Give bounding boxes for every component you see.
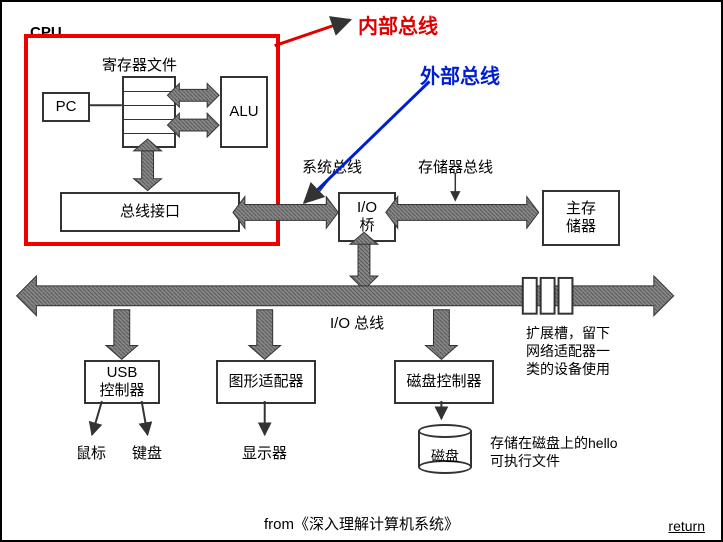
graphics-adapter-box: 图形适配器 <box>216 360 316 404</box>
internal-bus-callout: 内部总线 <box>358 10 438 39</box>
alu-box: ALU <box>220 76 268 148</box>
disk-note-label: 存储在磁盘上的hello 可执行文件 <box>490 434 618 470</box>
keyboard-label: 键盘 <box>132 442 162 463</box>
mouse-label: 鼠标 <box>76 442 106 463</box>
expansion-slots-label: 扩展槽，留下 网络适配器一 类的设备使用 <box>526 324 610 379</box>
return-link[interactable]: return <box>668 518 705 534</box>
system-bus-label: 系统总线 <box>302 156 362 177</box>
pc-box: PC <box>42 92 90 122</box>
external-bus-callout: 外部总线 <box>420 60 500 89</box>
usb-controller-box: USB 控制器 <box>84 360 160 404</box>
register-file-box <box>122 76 176 148</box>
display-label: 显示器 <box>242 442 287 463</box>
disk-label: 磁盘 <box>418 446 472 466</box>
source-footer: from《深入理解计算机系统》 <box>2 513 721 534</box>
bus-interface-box: 总线接口 <box>60 192 240 232</box>
main-memory-box: 主存 储器 <box>542 190 620 246</box>
memory-bus-label: 存储器总线 <box>418 156 493 177</box>
disk-controller-box: 磁盘控制器 <box>394 360 494 404</box>
io-bus-label: I/O 总线 <box>330 312 384 333</box>
disk-cylinder: 磁盘 <box>418 424 472 474</box>
io-bridge-box: I/O 桥 <box>338 192 396 242</box>
